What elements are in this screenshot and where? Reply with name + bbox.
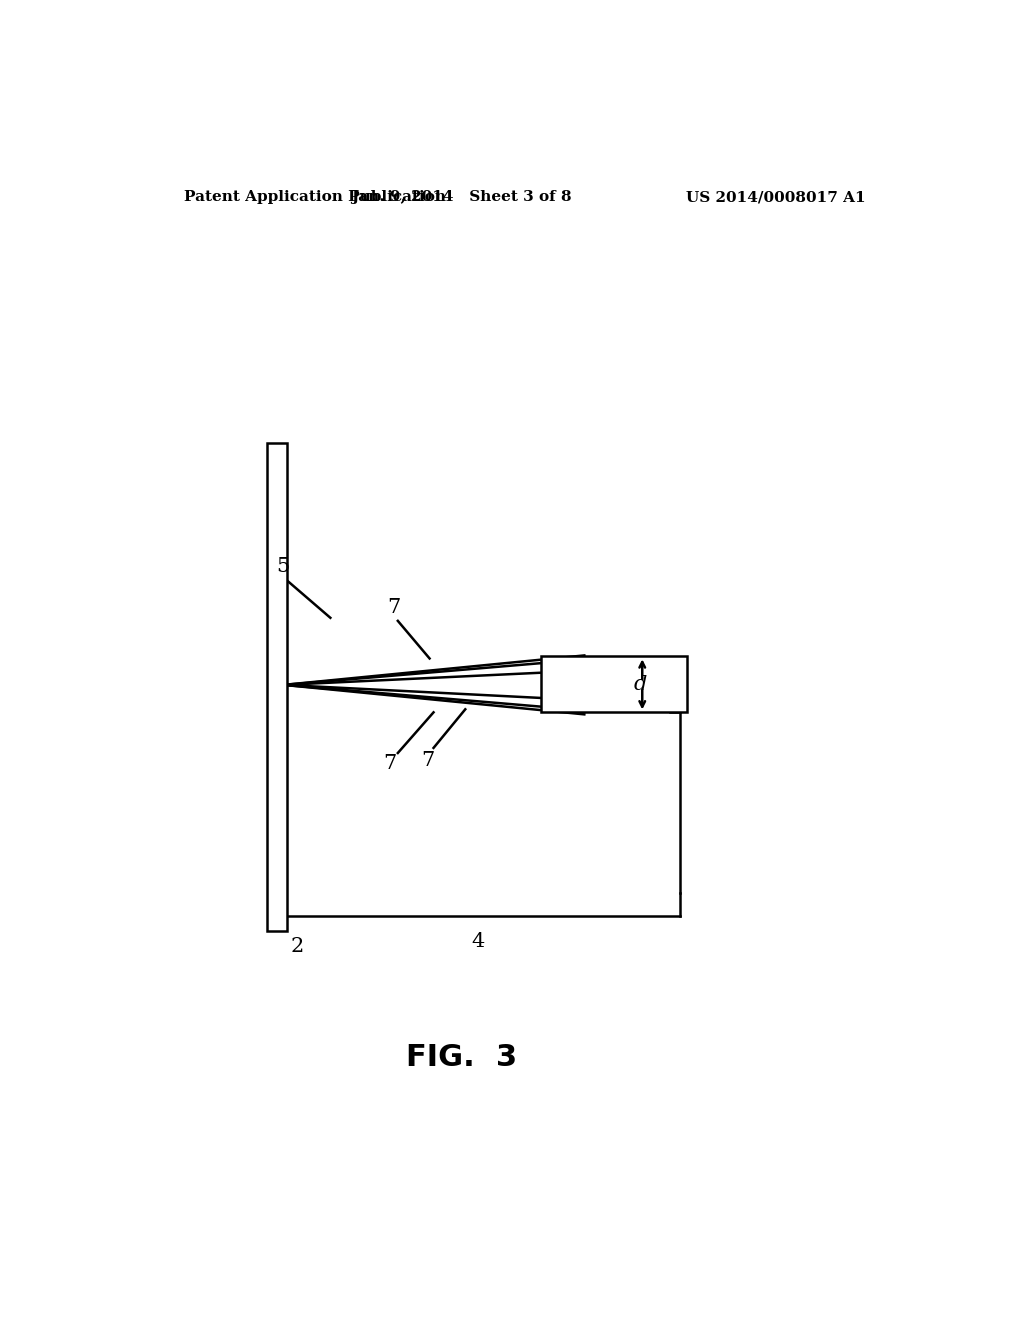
Bar — [541, 656, 687, 713]
Text: Patent Application Publication: Patent Application Publication — [183, 190, 445, 205]
Text: 5: 5 — [276, 557, 290, 577]
Text: 2: 2 — [291, 937, 304, 956]
Text: d: d — [634, 675, 647, 694]
Text: FIG.  3: FIG. 3 — [406, 1043, 517, 1072]
Text: Jan. 9, 2014   Sheet 3 of 8: Jan. 9, 2014 Sheet 3 of 8 — [351, 190, 571, 205]
Text: 7: 7 — [383, 754, 396, 772]
Text: 7: 7 — [421, 751, 434, 770]
Bar — [267, 444, 287, 931]
Text: US 2014/0008017 A1: US 2014/0008017 A1 — [686, 190, 866, 205]
Text: 7: 7 — [387, 598, 400, 618]
Text: 4: 4 — [472, 932, 485, 950]
